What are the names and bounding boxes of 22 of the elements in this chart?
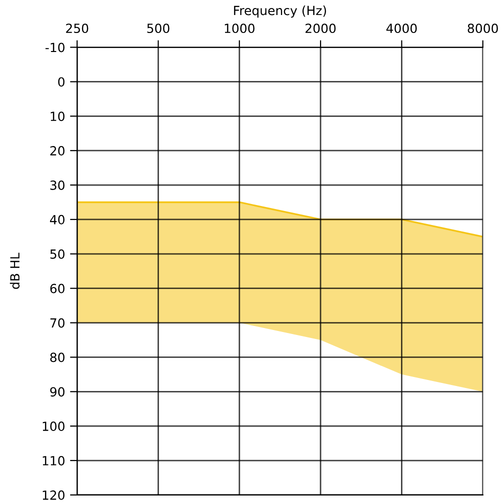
x-tick-label: 2000 xyxy=(306,24,336,34)
y-tick-label: 0 xyxy=(58,77,64,87)
y-tick-label: 120 xyxy=(42,490,64,500)
x-axis-title: Frequency (Hz) xyxy=(234,6,326,18)
x-tick-label: 8000 xyxy=(468,24,498,34)
y-tick-label: 40 xyxy=(50,214,64,224)
y-tick-label: 50 xyxy=(50,249,64,259)
y-axis-title: dB HL xyxy=(10,252,20,289)
x-tick-label: 250 xyxy=(66,24,88,34)
y-tick-label: 60 xyxy=(50,284,64,294)
x-tick-label: 4000 xyxy=(386,24,417,34)
y-tick-label: 70 xyxy=(50,318,64,328)
y-tick-label: 10 xyxy=(50,112,64,122)
y-tick-label: 80 xyxy=(50,352,64,362)
x-tick-label: 1000 xyxy=(224,24,254,34)
y-tick-label: -10 xyxy=(46,42,64,52)
y-tick-label: 20 xyxy=(50,146,64,156)
x-tick-label: 500 xyxy=(147,24,170,34)
y-tick-label: 30 xyxy=(50,180,64,190)
y-tick-label: 100 xyxy=(42,422,64,432)
y-tick-label: 110 xyxy=(42,456,64,466)
y-tick-label: 90 xyxy=(50,387,64,397)
